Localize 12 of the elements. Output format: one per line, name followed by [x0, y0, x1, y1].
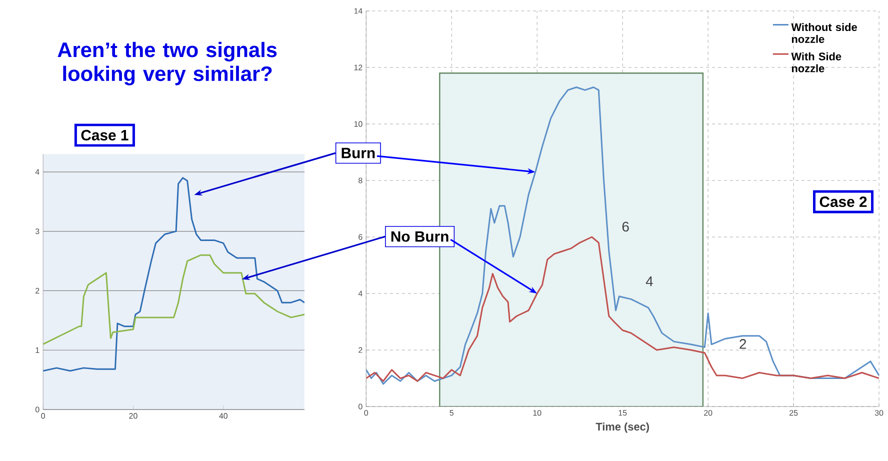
- x-axis-title: Time (sec): [596, 422, 649, 433]
- text: Case 1: [81, 130, 128, 140]
- annotation: 4: [646, 276, 653, 286]
- legend-label: With Side nozzle: [791, 52, 842, 72]
- annotation: 2: [740, 338, 746, 349]
- line-series: [43, 176, 305, 372]
- annotation: 6: [622, 222, 629, 232]
- annotation: Case 2: [820, 196, 867, 207]
- legend-label: Without side nozzle: [791, 22, 857, 43]
- annotation: No Burn: [391, 231, 448, 242]
- annotation: Burn: [342, 148, 375, 158]
- chart-title: Aren’t the two signals looking very similar?: [58, 42, 277, 86]
